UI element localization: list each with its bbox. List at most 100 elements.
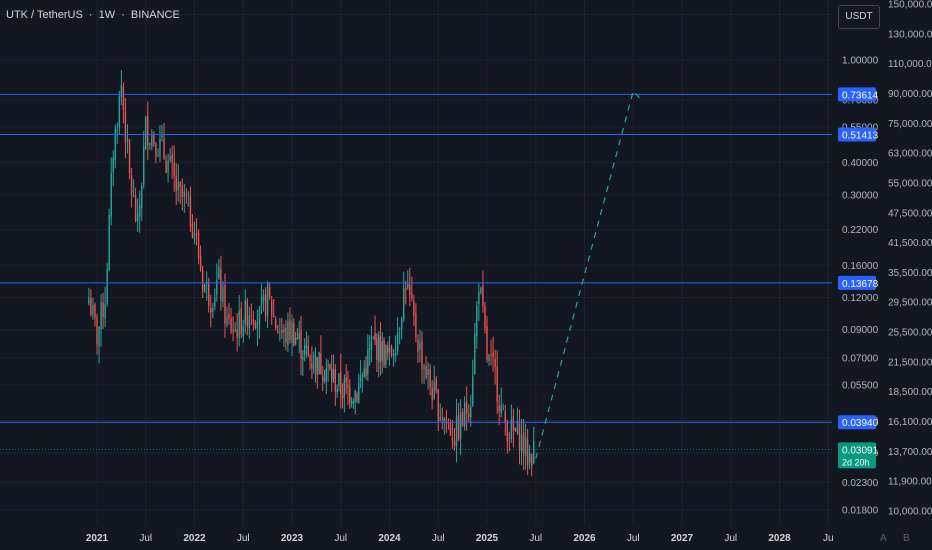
candle-body <box>305 345 308 348</box>
x-tick-label: Ju <box>823 533 834 544</box>
level-badge-value: 0.13678 <box>842 279 879 290</box>
candle-body <box>88 297 90 304</box>
candle-body <box>445 419 448 421</box>
candle-body <box>248 315 251 329</box>
projection-line <box>535 89 642 459</box>
candle-body <box>169 155 171 161</box>
candle-body <box>138 204 141 217</box>
x-axis-bar <box>0 525 932 550</box>
candle-body <box>453 440 456 446</box>
candle-body <box>407 282 409 289</box>
candle-body <box>411 293 413 299</box>
candle-body <box>449 422 452 436</box>
candle-body <box>405 288 407 291</box>
candle-body <box>236 329 238 339</box>
candle-body <box>220 268 222 301</box>
y-tick-left: 0.02300 <box>842 478 879 489</box>
candle-body <box>140 185 143 209</box>
candle-body <box>455 416 458 446</box>
candle-body <box>298 333 300 340</box>
candle-body <box>488 354 490 362</box>
candle-body <box>189 195 192 227</box>
candle-body <box>512 416 515 431</box>
y-tick-right: 11,900.00 <box>888 477 932 488</box>
candle-body <box>350 401 353 404</box>
candle-body <box>415 313 417 338</box>
candle-body <box>212 307 214 312</box>
candle-body <box>343 379 346 398</box>
y-tick-right: 35,500.00 <box>888 268 932 279</box>
candle-body <box>480 287 482 293</box>
candle-body <box>94 303 96 318</box>
candle-body <box>427 369 429 376</box>
candle-body <box>478 292 480 305</box>
candle-body <box>510 419 513 439</box>
candle-body <box>320 353 322 375</box>
candle-body <box>336 388 338 393</box>
y-tick-left: 0.07000 <box>842 353 879 364</box>
candle-body <box>132 196 135 198</box>
separator-2: · <box>121 9 125 21</box>
candle-body <box>293 323 295 347</box>
candle-body <box>386 347 389 353</box>
candle-body <box>242 325 244 337</box>
candle-body <box>283 328 285 333</box>
candle-body <box>323 378 326 382</box>
currency-button[interactable]: USDT <box>838 5 880 29</box>
candle-body <box>300 330 302 359</box>
interval-label[interactable]: 1W <box>98 9 116 21</box>
candle-body <box>390 346 393 356</box>
candle-body <box>256 321 259 329</box>
candle-body <box>303 345 306 355</box>
candle-body <box>114 128 116 161</box>
horizontal-levels[interactable] <box>0 93 832 450</box>
candle-body <box>443 417 446 422</box>
auto-scale-toggle: A <box>880 533 887 544</box>
x-tick-label: Jul <box>237 533 250 544</box>
y-tick-right: 41,500.00 <box>888 238 932 249</box>
candle-body <box>208 281 210 306</box>
candle-body <box>197 232 200 259</box>
projection-path[interactable] <box>535 89 642 459</box>
y-tick-right: 21,500.00 <box>888 357 932 368</box>
candle-body <box>128 139 131 174</box>
candle-body <box>157 155 159 157</box>
x-tick-label: Jul <box>139 533 152 544</box>
candle-body <box>506 420 509 442</box>
candle-body <box>370 341 373 350</box>
candle-body <box>159 138 161 157</box>
candle-body <box>419 342 421 350</box>
candle-body <box>465 402 468 414</box>
candle-body <box>167 160 169 173</box>
candle-body <box>307 346 309 356</box>
candle-body <box>332 370 335 379</box>
candle-body <box>421 340 423 370</box>
candle-body <box>457 415 460 441</box>
candle-body <box>338 373 340 386</box>
candle-body <box>112 157 114 173</box>
y-tick-left: 1.00000 <box>842 56 879 67</box>
candle-body <box>352 401 355 404</box>
candle-body <box>403 288 405 319</box>
candle-body <box>379 337 382 362</box>
y-tick-left: 0.01800 <box>842 506 879 517</box>
y-tick-right: 29,500.00 <box>888 298 932 309</box>
x-tick-label: 2023 <box>281 533 304 544</box>
candle-body <box>145 116 147 149</box>
candle-body <box>425 365 427 378</box>
candle-body <box>163 138 165 159</box>
candle-body <box>321 376 324 381</box>
candle-body <box>232 329 234 332</box>
grid <box>0 0 832 525</box>
candle-body <box>472 376 474 406</box>
candle-body <box>120 85 123 97</box>
log-scale-toggle: B <box>903 533 910 544</box>
candle-body <box>118 96 121 128</box>
candle-body <box>203 284 206 292</box>
candle-body <box>122 86 125 111</box>
x-tick-label: 2021 <box>86 533 109 544</box>
x-tick-label: Jul <box>529 533 542 544</box>
